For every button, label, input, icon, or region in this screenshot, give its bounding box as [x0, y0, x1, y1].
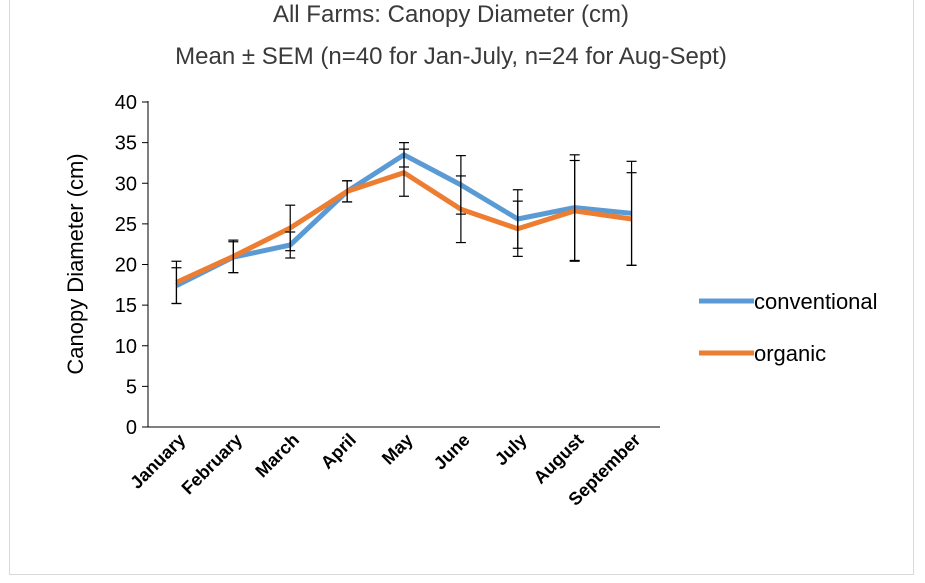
- y-tick-label: 15: [115, 295, 137, 317]
- chart-frame: All Farms: Canopy Diameter (cm) Mean ± S…: [9, 0, 914, 575]
- error-bar-organic: [342, 180, 353, 203]
- legend: conventional organic: [699, 289, 878, 366]
- y-tick-label: 30: [115, 173, 137, 195]
- legend-label-organic: organic: [754, 341, 826, 366]
- y-tick-label: 25: [115, 214, 137, 236]
- chart-subtitle: Mean ± SEM (n=40 for Jan-July, n=24 for …: [175, 43, 727, 70]
- error-bar-organic: [569, 159, 580, 262]
- y-axis-label: Canopy Diameter (cm): [63, 153, 88, 374]
- y-tick-label: 20: [115, 255, 137, 277]
- chart-title: All Farms: Canopy Diameter (cm): [273, 1, 629, 28]
- error-bar-organic: [626, 172, 637, 266]
- y-tick-label: 40: [115, 92, 137, 114]
- y-axis-ticks: 0 5 10 15 20 25 30 35 40: [115, 92, 148, 439]
- x-category-label: May: [378, 430, 417, 469]
- x-category-label: July: [491, 430, 531, 470]
- y-tick-label: 0: [126, 417, 137, 439]
- x-category-label: June: [430, 430, 474, 474]
- series-group: [171, 142, 637, 305]
- line-chart: All Farms: Canopy Diameter (cm) Mean ± S…: [63, 1, 878, 510]
- y-tick-label: 5: [126, 376, 137, 398]
- y-tick-label: 35: [115, 133, 137, 155]
- x-category-label: February: [178, 430, 247, 499]
- error-bar-organic: [399, 148, 409, 197]
- legend-label-conventional: conventional: [754, 289, 878, 314]
- error-bar-organic: [512, 200, 523, 257]
- y-tick-label: 10: [115, 336, 137, 358]
- error-bar-organic: [285, 204, 296, 252]
- error-bar-organic: [455, 175, 466, 244]
- error-bar-organic: [228, 239, 239, 274]
- x-category-label: April: [317, 430, 360, 473]
- x-category-label: March: [251, 430, 303, 482]
- error-bar-organic: [171, 260, 182, 305]
- x-category-label: August: [530, 430, 588, 488]
